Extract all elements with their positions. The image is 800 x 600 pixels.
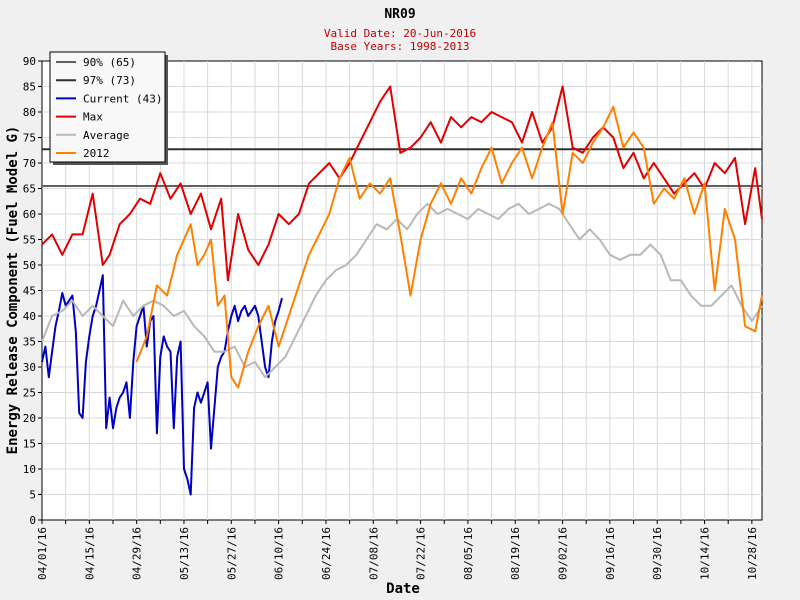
y-tick-label: 55 bbox=[23, 234, 36, 247]
legend-label: Max bbox=[83, 111, 103, 124]
y-tick-label: 20 bbox=[23, 412, 36, 425]
y-tick-label: 60 bbox=[23, 208, 36, 221]
y-tick-label: 70 bbox=[23, 157, 36, 170]
y-axis: 0 5 10 15 20 25 30 35 40 45 50 55 60 65 70 75 80 85 90 bbox=[23, 55, 42, 527]
x-axis-title: Date bbox=[386, 581, 420, 597]
x-tick-label: 07/22/16 bbox=[415, 527, 428, 580]
legend: 90% (65) 97% (73) Current (43) Max Average 20… bbox=[49, 51, 168, 165]
legend-label: Average bbox=[83, 129, 129, 142]
chart-subtitle-valid-date: Valid Date: 20-Jun-2016 bbox=[324, 27, 476, 40]
y-tick-label: 80 bbox=[23, 106, 36, 119]
y-tick-label: 75 bbox=[23, 132, 36, 145]
x-tick-label: 06/10/16 bbox=[273, 527, 286, 580]
legend-label: 90% (65) bbox=[83, 56, 136, 69]
x-tick-label: 04/01/16 bbox=[36, 527, 49, 580]
x-tick-label: 05/13/16 bbox=[178, 527, 191, 580]
series-line bbox=[41, 202, 763, 379]
y-tick-label: 50 bbox=[23, 259, 36, 272]
legend-label: 2012 bbox=[83, 147, 110, 160]
chart-subtitle-base-years: Base Years: 1998-2013 bbox=[330, 40, 469, 53]
y-tick-label: 45 bbox=[23, 285, 36, 298]
x-tick-label: 09/30/16 bbox=[651, 527, 664, 580]
y-axis-title: Energy Release Component (Fuel Model G) bbox=[5, 126, 21, 455]
x-tick-label: 10/14/16 bbox=[699, 527, 712, 580]
series-line bbox=[135, 105, 763, 389]
x-tick-label: 09/02/16 bbox=[557, 527, 570, 580]
x-tick-label: 05/27/16 bbox=[225, 527, 238, 580]
y-tick-label: 15 bbox=[23, 438, 36, 451]
y-tick-label: 65 bbox=[23, 183, 36, 196]
x-tick-label: 09/16/16 bbox=[604, 527, 617, 580]
y-tick-label: 5 bbox=[29, 489, 36, 502]
x-tick-label: 06/24/16 bbox=[320, 527, 333, 580]
x-tick-label: 07/08/16 bbox=[367, 527, 380, 580]
chart-title: NR09 bbox=[384, 7, 415, 22]
series-line bbox=[41, 85, 763, 282]
legend-label: Current (43) bbox=[83, 92, 162, 105]
y-tick-label: 30 bbox=[23, 361, 36, 374]
y-tick-label: 25 bbox=[23, 387, 36, 400]
x-tick-label: 08/05/16 bbox=[462, 527, 475, 580]
y-tick-label: 40 bbox=[23, 310, 36, 323]
x-tick-label: 08/19/16 bbox=[509, 527, 522, 580]
y-tick-label: 0 bbox=[29, 514, 36, 527]
legend-box bbox=[49, 51, 166, 163]
legend-label: 97% (73) bbox=[83, 74, 136, 87]
series-layer bbox=[41, 85, 763, 496]
y-tick-label: 85 bbox=[23, 81, 36, 94]
y-tick-label: 10 bbox=[23, 463, 36, 476]
series-line bbox=[41, 274, 283, 496]
x-tick-label: 04/15/16 bbox=[83, 527, 96, 580]
x-tick-label: 04/29/16 bbox=[131, 527, 144, 580]
x-tick-label: 10/28/16 bbox=[746, 527, 759, 580]
x-axis: 04/01/16 04/15/16 04/29/16 05/13/16 05/27/16… bbox=[36, 520, 759, 580]
y-tick-label: 90 bbox=[23, 55, 36, 68]
y-tick-label: 35 bbox=[23, 336, 36, 349]
